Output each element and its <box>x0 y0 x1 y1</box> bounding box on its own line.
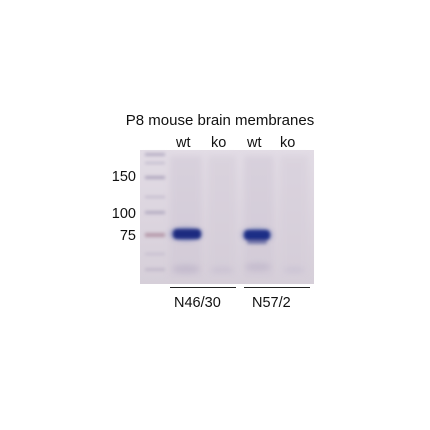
group-label-n57-2: N57/2 <box>252 295 291 311</box>
lane-label-wt-2: wt <box>247 135 262 151</box>
marker-label-100: 100 <box>111 206 136 222</box>
lane-label-ko-2: ko <box>280 135 296 151</box>
band-wt-n46 <box>173 229 201 239</box>
group-label-n46-30: N46/30 <box>174 295 221 311</box>
lane-label-wt-1: wt <box>176 135 191 151</box>
protein-bands <box>170 228 272 244</box>
band-wt-n57 <box>244 230 270 240</box>
figure-title: P8 mouse brain membranes <box>125 112 315 129</box>
group-divider-n57 <box>244 287 310 288</box>
lane-smears <box>170 156 308 278</box>
group-divider-n46 <box>170 287 236 288</box>
lane-label-ko-1: ko <box>211 135 227 151</box>
marker-ladder <box>145 153 165 271</box>
lower-smears <box>172 263 305 273</box>
marker-label-75: 75 <box>119 228 136 244</box>
marker-label-150: 150 <box>111 169 136 185</box>
